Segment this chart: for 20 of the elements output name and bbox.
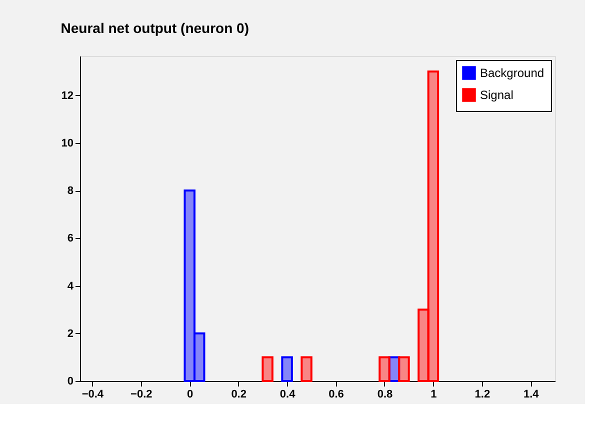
x-tick-label: 0.2 — [231, 388, 246, 400]
x-tick-label: 0 — [187, 388, 194, 400]
x-tick-label: 1.2 — [474, 388, 490, 400]
y-tick-label: 8 — [67, 185, 74, 198]
y-tick-label: 6 — [67, 232, 74, 245]
x-tick-label: −0.4 — [82, 388, 104, 400]
legend-label: Background — [480, 66, 544, 80]
x-tick-label: 0.4 — [280, 388, 296, 400]
x-tick-label: 0.6 — [328, 388, 344, 400]
x-tick-label: −0.2 — [130, 388, 152, 400]
x-tick-label: 0.8 — [377, 388, 393, 400]
y-tick-label: 10 — [61, 137, 74, 150]
y-tick-label: 2 — [67, 328, 74, 340]
chart-title: Neural net output (neuron 0) — [60, 20, 249, 36]
x-tick-label: 1.4 — [523, 388, 540, 400]
y-tick-label: 4 — [67, 280, 74, 292]
y-tick-label: 0 — [67, 376, 74, 388]
x-tick-label: 1 — [430, 388, 437, 400]
y-tick-label: 12 — [61, 90, 74, 102]
legend-label: Signal — [480, 88, 514, 102]
